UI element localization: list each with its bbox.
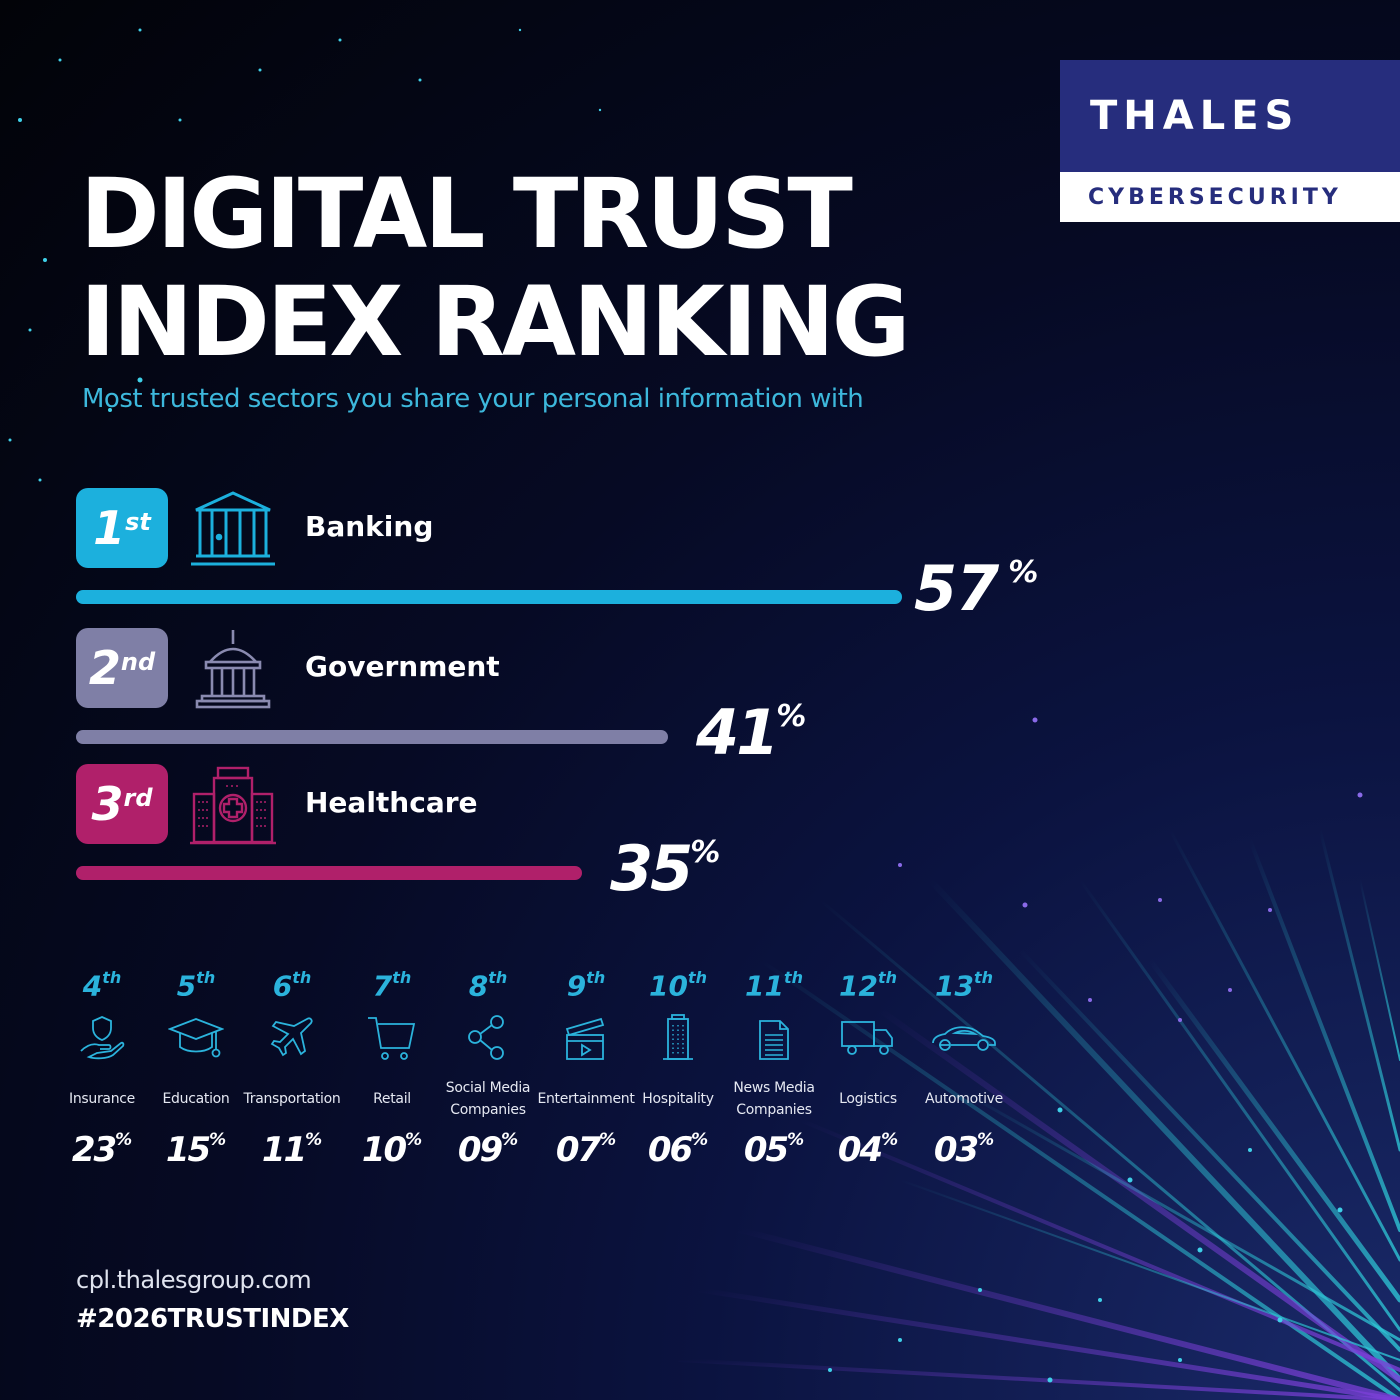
sector-value: 07% bbox=[555, 1129, 617, 1170]
page-subtitle: Most trusted sectors you share your pers… bbox=[82, 384, 864, 414]
insurance-hand-shield-icon bbox=[80, 1016, 125, 1060]
sector-value: 11% bbox=[261, 1129, 323, 1170]
government-building-icon bbox=[195, 630, 271, 709]
rank-label: 11th bbox=[744, 968, 803, 1003]
graduation-cap-icon bbox=[168, 1018, 224, 1058]
value-unit: % bbox=[1008, 555, 1039, 591]
shopping-cart-icon bbox=[368, 1017, 416, 1060]
sector-value: 06% bbox=[647, 1129, 709, 1170]
footer-website-link[interactable]: cpl.thalesgroup.com bbox=[76, 1266, 312, 1294]
bar-government bbox=[76, 730, 668, 744]
sector-value: 23% bbox=[71, 1129, 133, 1170]
car-icon bbox=[932, 1026, 996, 1051]
rank-suffix: nd bbox=[120, 648, 156, 676]
rank-label: 13th bbox=[934, 968, 993, 1003]
bar-healthcare bbox=[76, 866, 582, 880]
sector-name: Healthcare bbox=[305, 786, 478, 819]
sector-name: Entertainment bbox=[537, 1091, 635, 1107]
sector-name: Logistics bbox=[839, 1091, 897, 1107]
sector-item-news-media: 11th News Media Companies 05% bbox=[724, 960, 824, 1170]
value-unit: % bbox=[776, 699, 807, 735]
sector-item-automotive: 13th Automotive 03% bbox=[914, 960, 1014, 1170]
sector-value: 03% bbox=[933, 1129, 995, 1170]
page-title: DIGITAL TRUST INDEX RANKING bbox=[80, 158, 911, 378]
sector-name: Government bbox=[305, 650, 500, 683]
sector-name: Insurance bbox=[69, 1091, 135, 1107]
rank-label: 9th bbox=[566, 968, 606, 1003]
thales-cybersecurity-logo: THALES CYBERSECURITY bbox=[1060, 60, 1400, 222]
sector-value: 15% bbox=[165, 1129, 227, 1170]
title-line-2: INDEX RANKING bbox=[80, 266, 911, 378]
sector-item-logistics: 12th Logistics 04% bbox=[818, 960, 918, 1170]
rank-suffix: rd bbox=[123, 784, 153, 812]
bar-value: 41% bbox=[696, 696, 806, 769]
sector-name: Retail bbox=[373, 1091, 411, 1107]
sector-value: 04% bbox=[837, 1129, 899, 1170]
sector-item-hospitality: 10th Hospitality 06% bbox=[628, 960, 728, 1170]
sector-name: Social Media Companies bbox=[445, 1080, 531, 1118]
sector-name: News Media Companies bbox=[733, 1080, 815, 1118]
sector-item-education: 5th Education 15% bbox=[146, 960, 246, 1170]
sector-name: Automotive bbox=[925, 1091, 1003, 1107]
rank-label: 6th bbox=[272, 968, 312, 1003]
sector-item-insurance: 4th Insurance 23% bbox=[52, 960, 152, 1170]
value-number: 35 bbox=[610, 832, 693, 905]
sector-name: Education bbox=[162, 1091, 230, 1107]
rank-label: 8th bbox=[468, 968, 508, 1003]
rank-label: 10th bbox=[648, 968, 707, 1003]
value-number: 41 bbox=[696, 696, 779, 769]
share-icon bbox=[468, 1015, 504, 1060]
sector-name: Banking bbox=[305, 510, 434, 543]
rank-label: 4th bbox=[82, 968, 122, 1003]
rank-number: 2 bbox=[88, 641, 121, 695]
value-number: 57 bbox=[914, 552, 999, 625]
bar-banking bbox=[76, 590, 902, 604]
sector-value: 05% bbox=[743, 1129, 805, 1170]
bar-value: 57% bbox=[914, 552, 1038, 625]
sector-item-social-media: 8th Social Media Companies 09% bbox=[438, 960, 538, 1170]
truck-icon bbox=[841, 1021, 893, 1055]
sector-item-retail: 7th Retail 10% bbox=[342, 960, 442, 1170]
hotel-building-icon bbox=[663, 1014, 693, 1060]
footer-hashtag: #2026TRUSTINDEX bbox=[76, 1304, 349, 1334]
sector-value: 10% bbox=[361, 1129, 423, 1170]
rank-label: 12th bbox=[838, 968, 897, 1003]
logo-division: CYBERSECURITY bbox=[1060, 172, 1400, 222]
rank-suffix: st bbox=[125, 508, 151, 536]
title-line-1: DIGITAL TRUST bbox=[80, 158, 853, 270]
rank-number: 3 bbox=[91, 777, 124, 831]
bar-value: 35% bbox=[610, 832, 720, 905]
hospital-icon bbox=[190, 766, 276, 845]
sector-value: 09% bbox=[457, 1129, 519, 1170]
document-icon bbox=[759, 1020, 789, 1060]
bank-icon bbox=[191, 491, 275, 566]
clapperboard-icon bbox=[565, 1017, 605, 1060]
rank-number: 1 bbox=[93, 501, 126, 555]
sector-name: Transportation bbox=[243, 1091, 341, 1107]
value-unit: % bbox=[690, 835, 721, 871]
sector-item-entertainment: 9th Entertainment 07% bbox=[536, 960, 636, 1170]
sector-item-transportation: 6th Transportation 11% bbox=[242, 960, 342, 1170]
logo-brand: THALES bbox=[1060, 60, 1400, 172]
rank-label: 5th bbox=[176, 968, 216, 1003]
sector-name: Hospitality bbox=[642, 1091, 714, 1107]
airplane-icon bbox=[270, 1017, 313, 1057]
rank-label: 7th bbox=[372, 968, 412, 1003]
